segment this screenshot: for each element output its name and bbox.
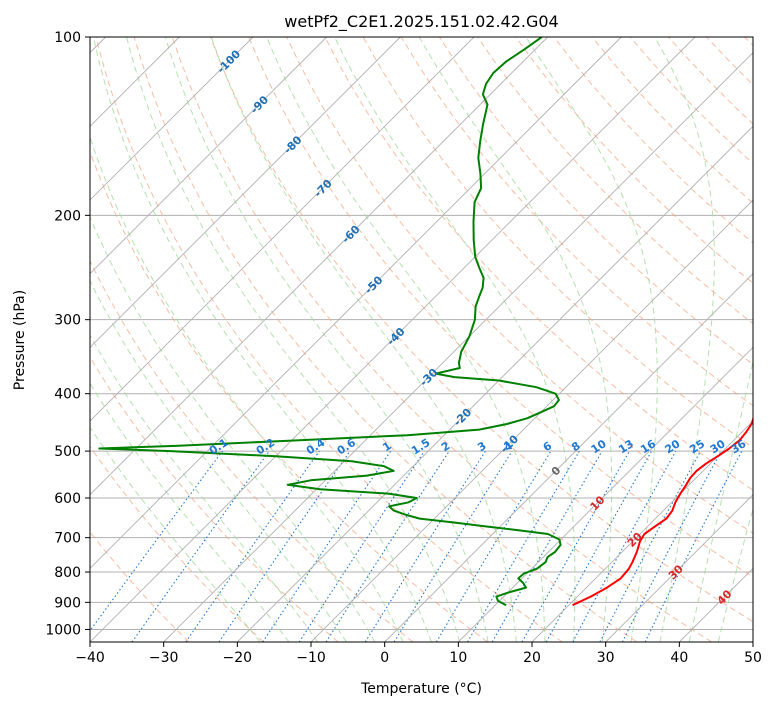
x-tick-label: −40 xyxy=(75,650,105,666)
y-tick-label: 100 xyxy=(54,30,81,46)
isotherm-line xyxy=(90,37,696,642)
mixing-ratio-lines xyxy=(90,450,743,642)
plot-area: -100-90-80-70-60-50-40-30-20-10010203040… xyxy=(90,37,753,642)
mixing-ratio-line xyxy=(185,450,320,642)
x-axis-ticks: −40 −30 −20 −10 0 10 20 30 40 50 xyxy=(75,642,762,666)
mixing-ratio-labels: 0.1 0.2 0.4 0.6 1 1.5 2 3 4 6 8 10 13 16 20 25 30 36 xyxy=(207,436,749,458)
moist-adiabat-line xyxy=(654,37,715,642)
chart-title: wetPf2_C2E1.2025.151.02.42.G04 xyxy=(284,12,558,32)
y-tick-label: 300 xyxy=(54,313,81,329)
y-tick-label: 400 xyxy=(54,387,81,403)
moist-adiabat-line xyxy=(266,37,546,642)
dry-adiabat-line xyxy=(95,37,563,642)
dry-adiabat-line xyxy=(171,37,712,642)
moist-adiabat-line xyxy=(688,358,753,642)
isotherm-line xyxy=(90,37,622,569)
mixing-ratio-line xyxy=(545,450,653,642)
y-axis-ticks: 100 200 300 400 500 600 700 800 900 1000 xyxy=(45,30,90,638)
isotherm-line xyxy=(531,420,753,642)
moist-adiabat-line xyxy=(90,426,261,642)
moist-adiabat-line xyxy=(92,37,432,642)
moist-adiabat-line xyxy=(418,37,613,642)
temperature-line xyxy=(572,416,753,607)
mixing-ratio-line xyxy=(218,450,351,642)
isotherm-line xyxy=(90,37,254,201)
isotherm-line xyxy=(310,199,753,642)
moist-adiabat-line xyxy=(90,215,376,642)
mixing-ratio-line xyxy=(131,450,270,642)
dry-adiabat-line xyxy=(248,37,753,578)
isotherm-line xyxy=(237,125,753,642)
isotherm-line xyxy=(605,494,753,642)
moist-adiabat-line xyxy=(717,506,753,642)
dry-adiabat-line xyxy=(90,356,339,642)
dry-adiabat-line xyxy=(90,445,264,642)
mixing-ratio-line xyxy=(393,450,513,642)
moist-adiabat-line xyxy=(90,382,290,642)
x-tick-label: 30 xyxy=(597,650,615,666)
isotherm-line xyxy=(90,37,401,348)
isotherm-line xyxy=(90,37,327,275)
x-tick-label: 10 xyxy=(449,650,467,666)
y-axis-label: Pressure (hPa) xyxy=(12,290,28,390)
y-tick-label: 1000 xyxy=(45,622,81,638)
x-axis-label: Temperature (°C) xyxy=(360,681,482,697)
dry-adiabat-line xyxy=(515,37,753,284)
isotherm-line xyxy=(384,273,753,642)
moist-adiabat-line xyxy=(525,37,658,642)
y-tick-label: 700 xyxy=(54,531,81,547)
moist-adiabats xyxy=(90,37,753,642)
mixing-ratio-line xyxy=(325,450,450,642)
y-tick-label: 200 xyxy=(54,208,81,224)
x-tick-label: 40 xyxy=(670,650,688,666)
x-tick-label: 50 xyxy=(744,650,762,666)
dry-adiabat-line xyxy=(210,37,753,623)
sounding-series xyxy=(98,37,753,607)
y-tick-label: 800 xyxy=(54,565,81,581)
x-tick-label: 20 xyxy=(523,650,541,666)
dewpoint-line xyxy=(98,37,562,607)
mixing-ratio-line xyxy=(644,450,743,642)
x-tick-label: 0 xyxy=(380,650,389,666)
y-tick-label: 600 xyxy=(54,491,81,507)
moist-adiabat-line xyxy=(164,37,489,642)
x-tick-label: −10 xyxy=(296,650,326,666)
mixing-ratio-line xyxy=(262,450,392,642)
moist-adiabat-line xyxy=(90,334,319,642)
y-tick-label: 500 xyxy=(54,444,81,460)
x-tick-label: −30 xyxy=(149,650,179,666)
y-tick-label: 900 xyxy=(54,595,81,611)
x-tick-label: −20 xyxy=(223,650,253,666)
mixing-ratio-line xyxy=(521,450,630,642)
dry-adiabat-line xyxy=(324,37,753,491)
isotherm-line xyxy=(90,37,548,496)
moist-adiabat-line xyxy=(334,37,576,642)
moist-adiabat-line xyxy=(126,37,461,642)
isotherm-line xyxy=(90,37,475,422)
plot-frame xyxy=(89,36,754,643)
mixing-ratio-line xyxy=(90,450,223,632)
mixing-ratio-line xyxy=(572,450,677,642)
moist-adiabat-line xyxy=(210,37,517,642)
pressure-gridlines xyxy=(90,37,753,630)
isotherm-line xyxy=(163,52,753,642)
dry-adiabat-line xyxy=(90,259,414,642)
